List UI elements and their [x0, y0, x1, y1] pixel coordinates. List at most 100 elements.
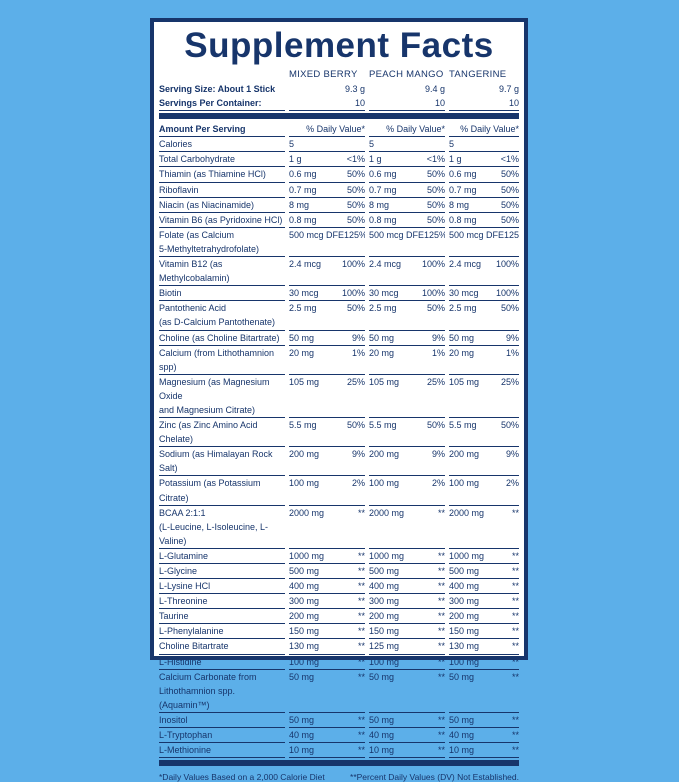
nutrient-cell: 1 g <1% [449, 152, 519, 168]
amount: 400 mg [449, 581, 480, 592]
daily-value: 100% [495, 288, 519, 299]
daily-value: 9% [431, 332, 445, 343]
amount: 125 mg [369, 641, 400, 652]
amount: 0.8 mg [289, 214, 317, 225]
nutrient-cell: 5.5 mg 50% [289, 418, 365, 448]
amount: 10 mg [449, 745, 475, 756]
amount: 0.6 mg [369, 169, 397, 180]
nutrient-name: Potassium (as Potassium Citrate) [159, 476, 285, 506]
nutrient-cell: 0.7 mg 50% [369, 183, 445, 198]
daily-value: 50% [500, 169, 519, 180]
daily-value: ** [511, 714, 519, 725]
amount: 2.5 mg [449, 303, 477, 314]
nutrient-cell: 50 mg ** [449, 670, 519, 713]
daily-value: 50% [500, 420, 519, 431]
amount: 2000 mg [289, 507, 325, 518]
daily-value: ** [511, 566, 519, 576]
amount: 1000 mg [289, 550, 325, 561]
amount: 400 mg [369, 581, 400, 592]
nutrient-cell: 200 mg ** [289, 609, 365, 625]
amount: 500 mg [369, 566, 400, 576]
daily-value: ** [357, 745, 365, 756]
daily-value: 1% [505, 347, 519, 358]
amount: 50 mg [449, 332, 475, 343]
nutrient-cell: 10 mg ** [369, 743, 445, 759]
daily-value: 50% [500, 214, 519, 225]
amount-header: Amount Per Serving% Daily Value*% Daily … [159, 122, 519, 138]
amount: 5.5 mg [369, 420, 397, 431]
amount: 500 mcg DFE [449, 229, 505, 240]
nutrient-name: Thiamin (as Thiamine HCl) [159, 167, 285, 183]
daily-value: ** [511, 626, 519, 637]
amount: 300 mg [369, 596, 400, 607]
nutrient-cell: 8 mg 50% [369, 198, 445, 213]
amount: 200 mg [289, 449, 320, 460]
nutrient-cell: 150 mg ** [449, 624, 519, 640]
daily-value: 50% [426, 420, 445, 431]
column-header: PEACH MANGO [369, 69, 444, 80]
daily-value: 50% [500, 184, 519, 195]
daily-value: 50% [346, 184, 365, 195]
daily-value: 100% [341, 288, 365, 299]
amount: 40 mg [449, 730, 475, 741]
nutrient-cell: 100 mg ** [369, 655, 445, 670]
nutrient-cell: 2.5 mg 50% [369, 301, 445, 331]
daily-value: 50% [346, 199, 365, 210]
amount: 2000 mg [449, 507, 485, 518]
amount: 50 mg [289, 714, 315, 725]
nutrient-cell: 0.8 mg 50% [449, 213, 519, 228]
nutrient-cell: 200 mg ** [449, 609, 519, 625]
amount: 400 mg [289, 581, 320, 592]
nutrient-cell: 105 mg 25% [369, 375, 445, 419]
daily-value: 1% [351, 347, 365, 358]
daily-value: 125% [424, 229, 445, 240]
supplement-facts-panel: Supplement Facts MIXED BERRY PEACH MANGO T… [150, 18, 528, 782]
thick-rule [159, 760, 519, 767]
amount: 0.8 mg [369, 214, 397, 225]
daily-value: ** [437, 671, 445, 682]
daily-value: ** [511, 671, 519, 682]
nutrient-cell: 125 mg ** [369, 639, 445, 655]
daily-value: ** [437, 745, 445, 756]
nutrient-name: Sodium (as Himalayan Rock Salt) [159, 447, 285, 477]
nutrient-cell: 100 mg ** [449, 655, 519, 670]
nutrient-cell: 2.4 mcg 100% [289, 257, 365, 287]
nutrient-name: Niacin (as Niacinamide) [159, 198, 285, 213]
amount: 20 mg [369, 347, 395, 358]
nutrient-cell: 2.4 mcg 100% [369, 257, 445, 287]
nutrient-name: Vitamin B6 (as Pyridoxine HCl) [159, 213, 285, 228]
nutrient-cell: 300 mg ** [289, 594, 365, 610]
daily-value: 50% [346, 303, 365, 314]
nutrient-cell: 50 mg ** [369, 670, 445, 713]
daily-value: ** [511, 611, 519, 622]
daily-value: 9% [505, 449, 519, 460]
amount: 30 mcg [449, 288, 479, 299]
nutrient-name: Calories [159, 137, 285, 153]
daily-value: 2% [431, 478, 445, 489]
amount: 200 mg [449, 449, 480, 460]
nutrient-cell: 100 mg 2% [369, 476, 445, 506]
nutrient-name: Total Carbohydrate [159, 152, 285, 168]
amount: 0.6 mg [289, 169, 317, 180]
nutrient-cell: 500 mg ** [289, 564, 365, 580]
amount: 0.7 mg [369, 184, 397, 195]
amount: 5 [369, 139, 375, 150]
nutrient-cell: 1000 mg ** [449, 549, 519, 564]
amount: 100 mg [449, 656, 480, 667]
nutrient-cell: 50 mg 9% [449, 331, 519, 346]
daily-value: ** [437, 596, 445, 607]
amount: 100 mg [289, 656, 320, 667]
daily-value: ** [437, 626, 445, 637]
daily-value: 125% [344, 229, 365, 240]
daily-value: 25% [426, 376, 445, 387]
daily-value: 9% [431, 449, 445, 460]
nutrient-name: Choline (as Choline Bitartrate) [159, 331, 285, 346]
daily-value: 50% [426, 169, 445, 180]
amount: 200 mg [369, 449, 400, 460]
nutrient-cell: 30 mcg 100% [289, 286, 365, 302]
daily-value: ** [511, 641, 519, 652]
daily-value: 9% [351, 332, 365, 343]
nutrient-cell: 500 mg ** [449, 564, 519, 580]
daily-value: 100% [495, 259, 519, 270]
nutrient-cell: 40 mg ** [449, 728, 519, 744]
